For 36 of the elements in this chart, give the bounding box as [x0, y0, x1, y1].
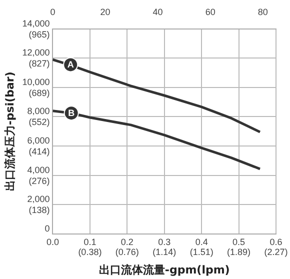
text: (0.76)	[115, 246, 139, 257]
y-tick-label: 2,000	[27, 194, 50, 204]
x-tick-label: 0.5	[232, 236, 246, 247]
text: (1.14)	[152, 246, 176, 257]
text: (1.89)	[227, 246, 251, 257]
y2-tick-label: (138)	[28, 205, 50, 216]
y2-tick-label: (276)	[28, 176, 50, 186]
x-tick-label: 0.1	[84, 236, 96, 247]
x-tick-label: 0.4	[195, 236, 208, 247]
text: (0.38)	[78, 246, 102, 257]
y2-tick-label: (414)	[28, 146, 50, 156]
y-tick-label: 4,000	[27, 164, 50, 175]
y-tick-label: 6,000	[27, 136, 50, 146]
y-tick-label: 0	[44, 223, 50, 234]
y-tick-label: 12,000	[22, 48, 50, 58]
x2-tick-label: 20	[100, 6, 110, 17]
text: (1.51)	[190, 246, 214, 257]
y-tick-label: 10,000	[22, 76, 50, 87]
annotation: A	[67, 60, 74, 70]
x2-tick-label: 60	[205, 6, 216, 17]
x-tick-label: 0.0	[46, 236, 59, 247]
x-tick-label: 0.3	[158, 236, 171, 247]
y2-tick-label: (689)	[28, 88, 50, 98]
x-axis-title: 出口流体流量-gpm(lpm)	[98, 263, 230, 276]
x-tick-label: 0.6	[270, 236, 282, 247]
x2-tick-label: 80	[258, 6, 268, 17]
y2-tick-label: (552)	[28, 117, 50, 128]
x-tick-label: 0.2	[120, 236, 134, 247]
y-tick-label: 14,000	[22, 18, 50, 28]
y-tick-label: 8,000	[27, 106, 50, 116]
annotation: B	[68, 108, 76, 118]
x2-tick-label: 40	[152, 6, 163, 17]
y2-tick-label: (965)	[28, 29, 50, 40]
text: (2.27)	[264, 246, 288, 257]
y-axis-title: 出口流体压力-psi(bar)	[3, 72, 16, 192]
y2-tick-label: (827)	[28, 58, 50, 69]
